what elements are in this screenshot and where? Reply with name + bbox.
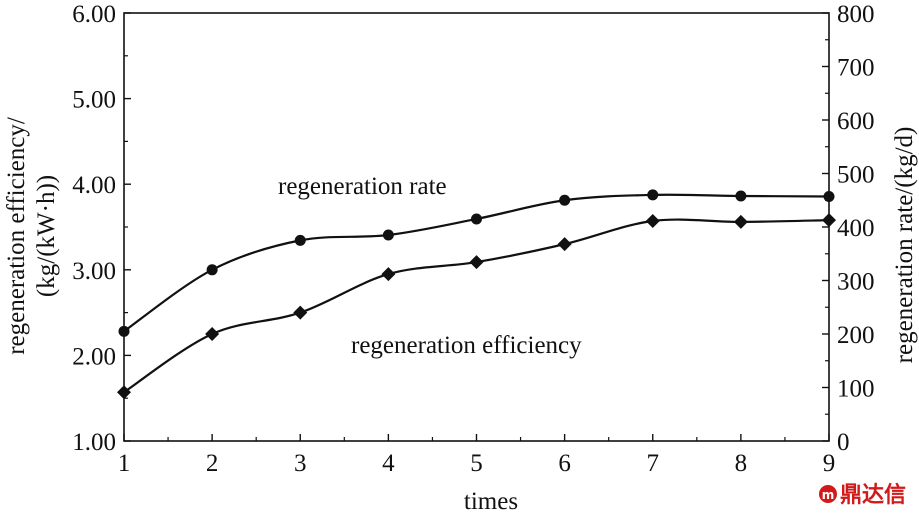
y-right-tick-label: 500: [837, 162, 875, 189]
data-point-regeneration-efficiency: [293, 305, 308, 320]
data-point-regeneration-rate: [471, 213, 482, 225]
watermark-icon: [819, 485, 837, 503]
data-point-regeneration-efficiency: [205, 327, 220, 341]
y-right-tick-label: 0: [837, 429, 850, 456]
y-right-tick-label: 700: [837, 55, 875, 82]
data-point-regeneration-rate: [382, 229, 394, 241]
y-left-tick-label: 3.00: [72, 258, 116, 285]
data-point-regeneration-efficiency: [381, 267, 396, 282]
y-left-tick-label: 4.00: [72, 172, 116, 199]
y-left-tick-label: 6.00: [72, 1, 116, 28]
y-right-tick-label: 200: [837, 322, 875, 349]
series-line-regeneration-efficiency: [123, 218, 830, 394]
data-point-regeneration-rate: [559, 194, 571, 206]
data-point-regeneration-efficiency: [557, 237, 572, 252]
series-layer: [117, 189, 836, 400]
data-point-regeneration-efficiency: [117, 385, 131, 400]
data-point-regeneration-rate: [118, 325, 130, 337]
watermark-text: 鼎达信: [840, 482, 906, 508]
y-right-tick-label: 400: [837, 215, 875, 242]
axes: 1 2 3 4 5 6 7 8 9 1.00 2.00 3.00 4.00 5.00 6.00 0 100 200…: [72, 1, 874, 477]
plot-frame: [123, 12, 830, 442]
y-right-tick-label: 100: [837, 376, 875, 403]
y-right-tick-label: 300: [837, 269, 875, 296]
x-axis-title: times: [464, 488, 518, 514]
x-tick-label: 9: [823, 450, 836, 477]
data-point-regeneration-rate: [647, 189, 659, 201]
y-left-axis-title-line1: regeneration efficiency/: [3, 117, 30, 355]
y-left-tick-label: 5.00: [72, 87, 116, 114]
y-left-axis-title-line2: (kg/(kW·h)): [33, 175, 60, 297]
x-tick-label: 1: [118, 450, 131, 477]
data-point-regeneration-efficiency: [733, 214, 748, 229]
y-right-tick-label: 800: [837, 1, 875, 28]
y-left-tick-label: 2.00: [72, 343, 116, 370]
x-tick-label: 8: [735, 450, 748, 477]
x-tick-label: 3: [294, 450, 307, 477]
watermark-logo: m 鼎达信: [819, 482, 906, 508]
watermark-icon-glyph: m: [822, 488, 835, 502]
data-point-regeneration-efficiency: [469, 255, 484, 270]
series-label-regeneration-rate: regeneration rate: [278, 173, 447, 200]
x-tick-label: 7: [647, 450, 660, 477]
y-right-tick-label: 600: [837, 108, 875, 135]
data-point-regeneration-efficiency: [822, 213, 836, 228]
y-left-tick-label: 1.00: [72, 429, 116, 456]
data-point-regeneration-rate: [735, 190, 747, 202]
data-point-regeneration-rate: [206, 264, 218, 276]
x-tick-label: 2: [206, 450, 219, 477]
x-tick-label: 4: [382, 450, 395, 477]
y-right-axis-title: regeneration rate/(kg/d): [891, 127, 918, 364]
data-point-regeneration-efficiency: [645, 214, 660, 229]
series-label-regeneration-efficiency: regeneration efficiency: [351, 332, 582, 359]
data-point-regeneration-rate: [823, 191, 835, 203]
x-tick-label: 5: [470, 450, 483, 477]
data-point-regeneration-rate: [294, 234, 306, 246]
x-tick-label: 6: [558, 450, 571, 477]
